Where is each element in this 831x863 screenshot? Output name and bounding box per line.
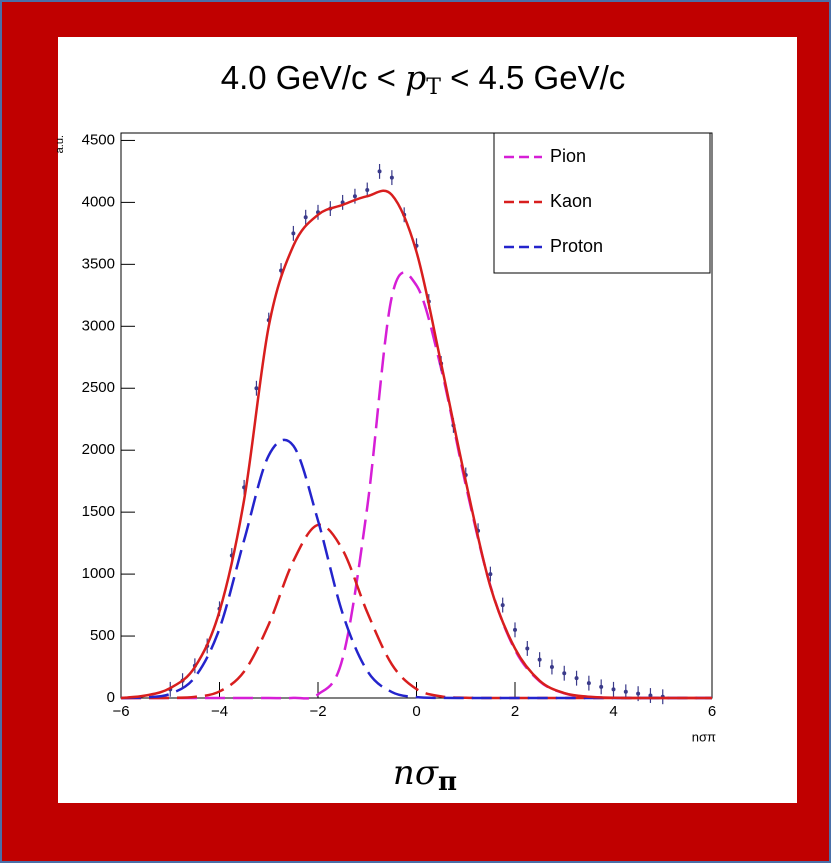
legend-label: Proton	[550, 236, 603, 256]
data-point	[611, 687, 616, 692]
data-point	[377, 169, 382, 174]
x-tick-label: 0	[412, 703, 420, 720]
title-part: T	[426, 75, 441, 100]
fit-line	[120, 189, 712, 700]
data-point	[303, 215, 308, 220]
data-point	[389, 175, 394, 180]
title-part: p	[405, 58, 426, 97]
data-point	[623, 689, 628, 694]
data-point	[254, 386, 259, 391]
data-point	[574, 676, 579, 681]
data-point	[352, 194, 357, 199]
y-tick-label: 4500	[82, 131, 115, 148]
y-tick-label: 0	[107, 689, 115, 706]
x-tick-label: 2	[511, 703, 519, 720]
big-x-axis-label: nσπ	[393, 753, 457, 797]
title-part: 4.0 GeV/c <	[221, 59, 396, 96]
x-tick-label: 6	[708, 703, 716, 720]
y-tick-label: 4000	[82, 193, 115, 210]
y-tick-label: 500	[90, 627, 115, 644]
x-tick-label: −2	[309, 703, 326, 720]
legend-label: Kaon	[550, 191, 592, 211]
data-point	[365, 187, 370, 192]
data-point	[562, 671, 567, 676]
x-tick-label: −6	[112, 703, 129, 720]
data-point	[500, 603, 505, 608]
x-tick-label: −4	[211, 703, 228, 720]
legend	[493, 132, 711, 274]
data-point	[525, 646, 530, 651]
data-point	[291, 231, 296, 236]
series-line	[120, 523, 712, 700]
label-part: π	[438, 767, 457, 797]
y-tick-label: 1000	[82, 565, 115, 582]
title-part: < 4.5 GeV/c	[450, 59, 625, 96]
series-line	[121, 271, 712, 700]
data-point	[599, 684, 604, 689]
chart-title: 4.0 GeV/c < pT < 4.5 GeV/c	[221, 58, 626, 104]
label-part: nσ	[393, 753, 439, 793]
y-tick-label: 2000	[82, 441, 115, 458]
data-point	[488, 572, 493, 577]
y-tick-label: 3000	[82, 317, 115, 334]
x-axis-label: nσπ	[692, 729, 716, 744]
y-axis-label: a.u.	[54, 135, 66, 153]
x-tick-label: 4	[609, 703, 617, 720]
data-point	[648, 693, 653, 698]
data-point	[586, 681, 591, 686]
y-tick-label: 2500	[82, 379, 115, 396]
y-tick-label: 3500	[82, 255, 115, 272]
data-point	[513, 627, 517, 632]
legend-label: Pion	[550, 146, 586, 166]
data-point	[537, 657, 542, 662]
y-tick-label: 1500	[82, 503, 115, 520]
data-point	[636, 691, 641, 696]
data-point	[549, 665, 554, 670]
